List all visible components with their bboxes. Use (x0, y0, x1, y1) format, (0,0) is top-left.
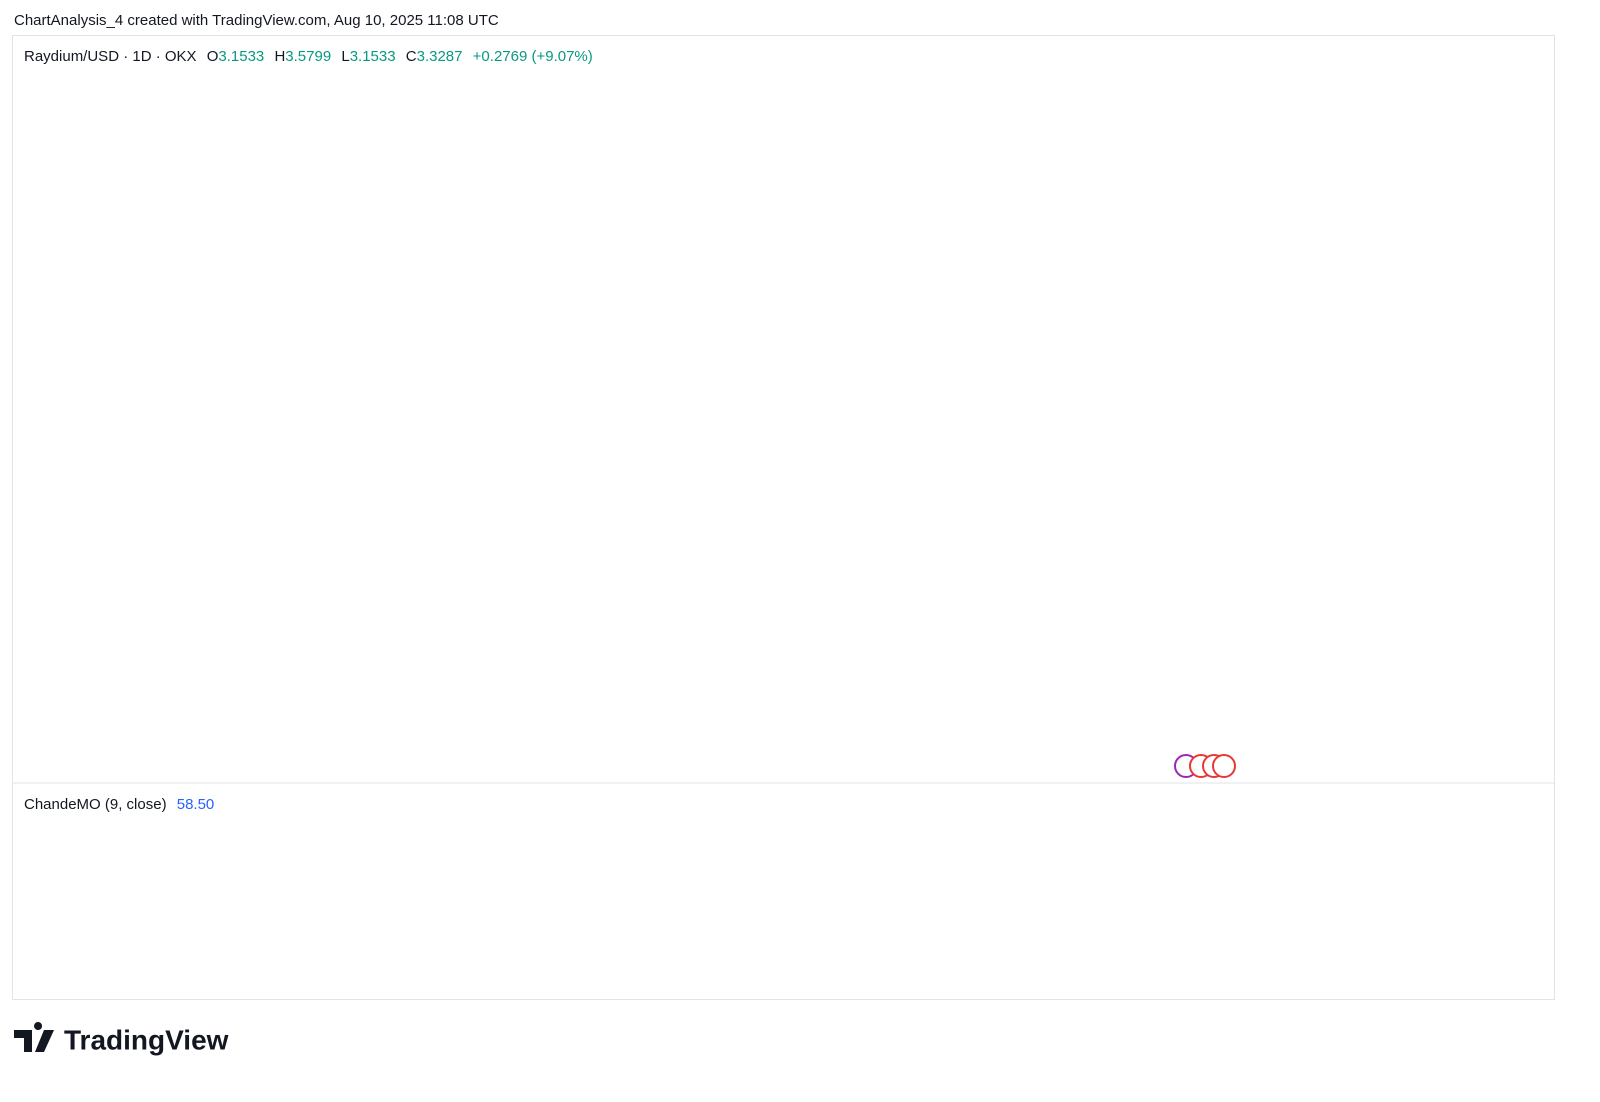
watermark: ChartAnalysis_4 created with TradingView… (14, 12, 499, 29)
event-icon (1212, 754, 1236, 778)
h-label: H (274, 48, 285, 65)
logo: TradingView (14, 1022, 229, 1055)
c-label: C (406, 48, 417, 65)
l-value: 3.1533 (350, 48, 396, 65)
o-label: O (207, 48, 219, 65)
indicator-name: ChandeMO (9, close) (24, 796, 167, 813)
indicator-value: 58.50 (177, 796, 215, 813)
h-value: 3.5799 (285, 48, 331, 65)
event-icons (1174, 754, 1236, 778)
legend-header: Raydium/USD · 1D · OKX O3.1533 H3.5799 L… (24, 48, 593, 65)
o-value: 3.1533 (218, 48, 264, 65)
change: +0.2769 (+9.07%) (473, 48, 593, 65)
symbol: Raydium/USD · 1D · OKX (24, 48, 197, 65)
indicator-legend: ChandeMO (9, close) 58.50 (24, 796, 214, 813)
logo-mark (14, 1022, 54, 1052)
logo-text: TradingView (64, 1024, 229, 1055)
l-label: L (341, 48, 349, 65)
chart-frame (12, 35, 1555, 1000)
c-value: 3.3287 (417, 48, 463, 65)
